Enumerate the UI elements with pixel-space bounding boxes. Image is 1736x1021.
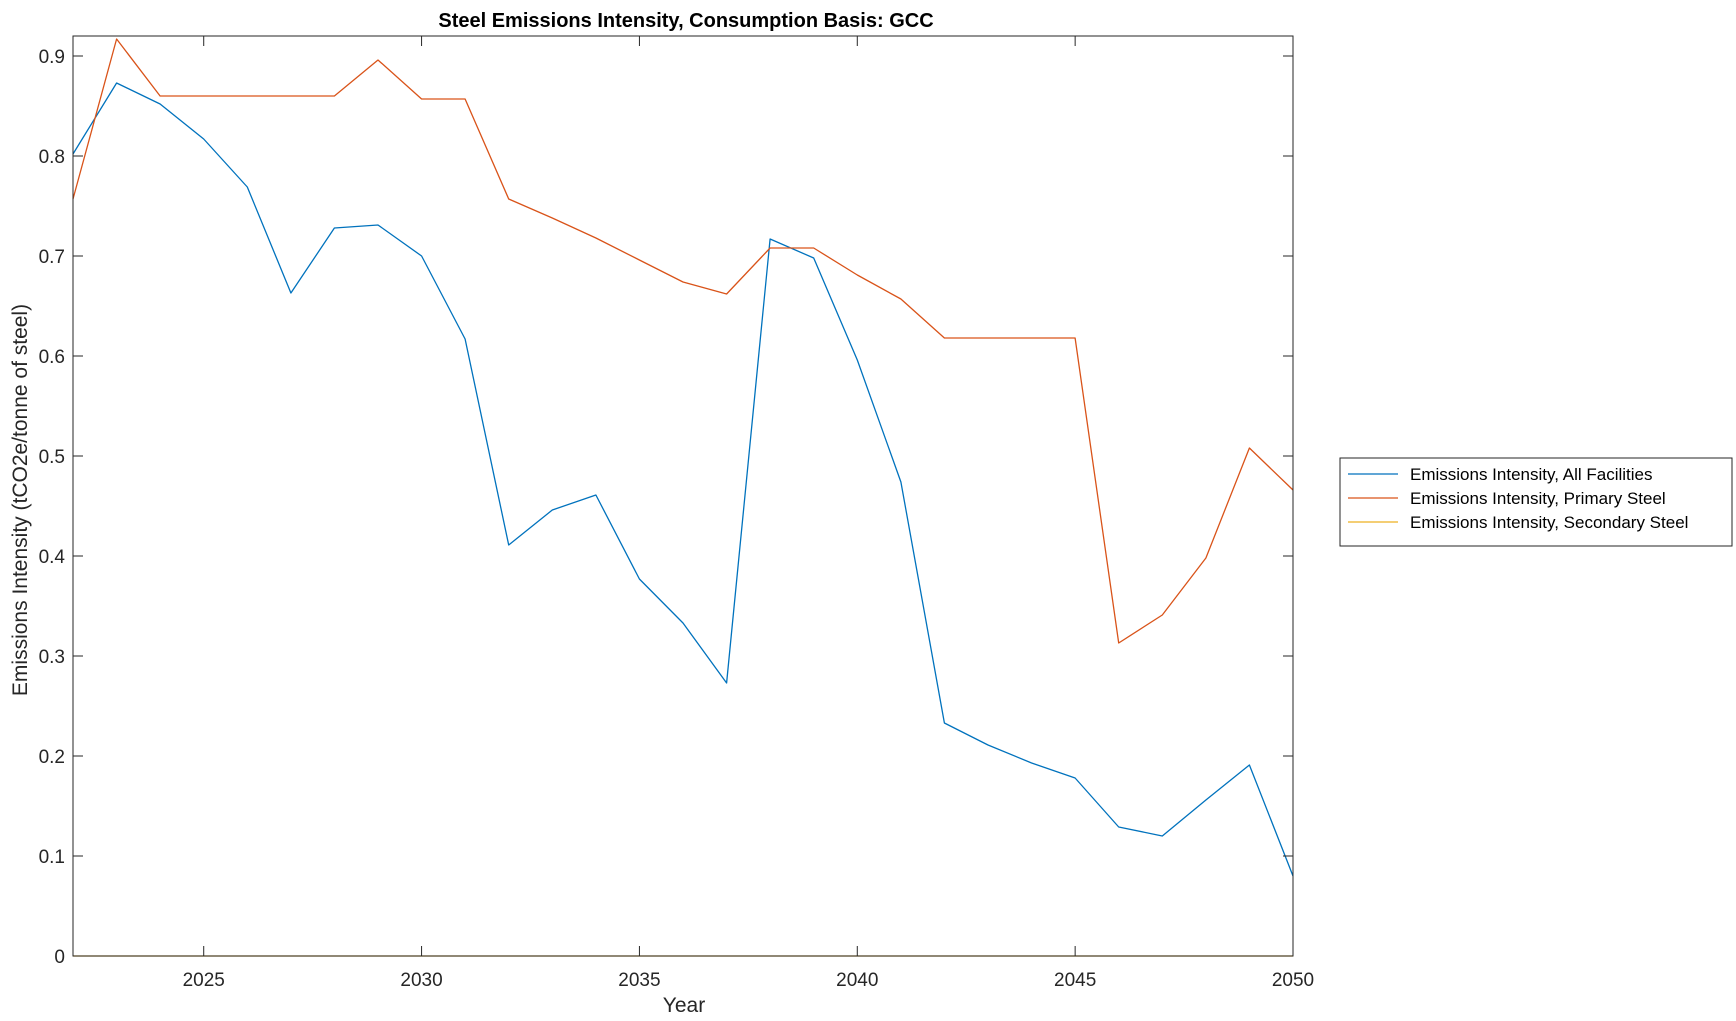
series-line-2 xyxy=(72,38,1294,644)
y-tick-label: 0.4 xyxy=(39,547,66,568)
y-axis: 0 0.1 0.2 0.3 0.4 0.5 0.6 0.7 0.8 0.9 xyxy=(39,47,1293,968)
y-tick-label: 0 xyxy=(54,947,65,968)
x-tick-label: 2040 xyxy=(836,970,878,991)
y-tick-label: 0.1 xyxy=(39,847,65,868)
x-tick-label: 2035 xyxy=(618,970,660,991)
legend-label-3: Emissions Intensity, Secondary Steel xyxy=(1410,513,1688,532)
y-tick-label: 0.6 xyxy=(39,347,65,368)
y-tick-label: 0.3 xyxy=(39,647,65,668)
x-axis-label: Year xyxy=(663,994,705,1017)
legend-label-1: Emissions Intensity, All Facilities xyxy=(1410,465,1652,484)
x-tick-label: 2025 xyxy=(183,970,225,991)
chart-title: Steel Emissions Intensity, Consumption B… xyxy=(438,10,933,32)
x-tick-label: 2050 xyxy=(1272,970,1314,991)
y-axis-label: Emissions Intensity (tCO2e/tonne of stee… xyxy=(9,304,32,696)
y-tick-label: 0.9 xyxy=(39,47,65,68)
plot-area-box xyxy=(72,35,1294,957)
y-tick-label: 0.2 xyxy=(39,747,65,768)
legend-label-2: Emissions Intensity, Primary Steel xyxy=(1410,489,1666,508)
y-tick-label: 0.8 xyxy=(39,147,65,168)
legend-box xyxy=(1339,457,1733,547)
x-tick-label: 2030 xyxy=(400,970,442,991)
series-line-1 xyxy=(72,82,1294,877)
x-tick-label: 2045 xyxy=(1054,970,1096,991)
y-tick-label: 0.5 xyxy=(39,447,65,468)
x-axis: 2025 2030 2035 2040 2045 2050 xyxy=(183,36,1314,991)
legend[interactable]: Emissions Intensity, All Facilities Emiss… xyxy=(1339,457,1733,547)
y-tick-label: 0.7 xyxy=(39,247,65,268)
